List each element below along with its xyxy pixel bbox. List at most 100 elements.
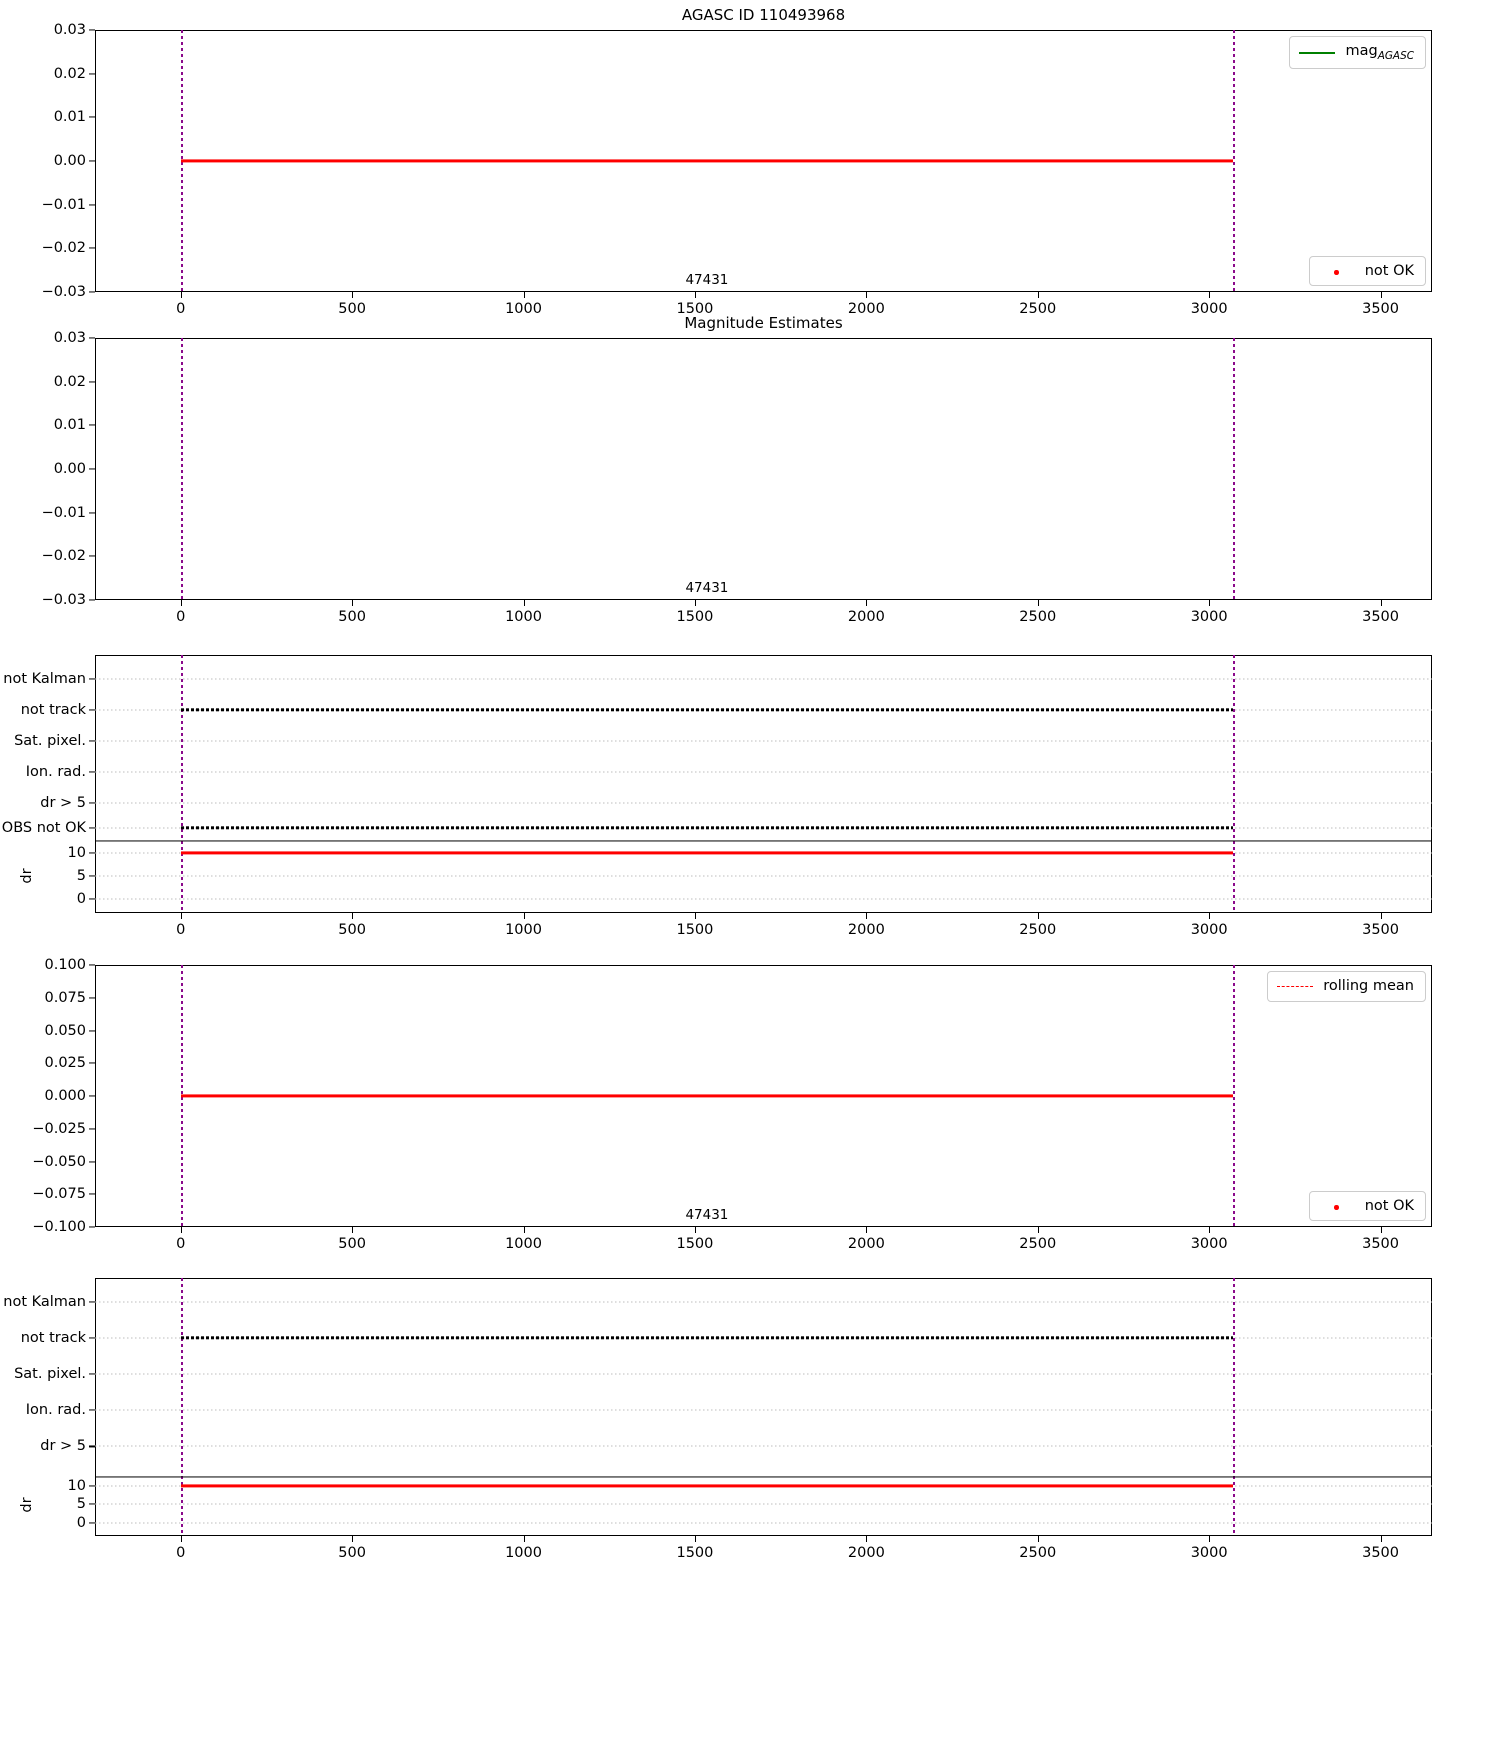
x-tick-mark: [866, 1227, 868, 1233]
y-tick-mark: [89, 1095, 95, 1097]
y-tick-mark: [89, 1029, 95, 1032]
y-tick-mark: [89, 964, 95, 966]
x-tick-mark: [352, 1227, 354, 1233]
panel1-x-tick-label: 3500: [1362, 301, 1400, 317]
gridline: [95, 1445, 1432, 1447]
x-tick-mark: [523, 600, 525, 606]
x-tick-mark: [180, 1227, 182, 1233]
x-tick-mark: [352, 913, 354, 919]
gridline: [95, 1503, 1432, 1505]
legend-dot-swatch: [1319, 264, 1355, 279]
x-tick-mark: [180, 913, 182, 919]
p3-dr-y-tick-label: 0: [76, 890, 86, 907]
p5-dr-y-tick-label: 0: [76, 1514, 86, 1531]
y-tick-mark: [89, 599, 95, 601]
gridline: [95, 1301, 1432, 1303]
panel4-y-tick-label: −0.075: [32, 1186, 86, 1203]
p5-x-tick-label: 0: [176, 1545, 186, 1561]
panel4-x-tick-label: 1000: [505, 1236, 542, 1252]
obs-boundary-line: [180, 1278, 184, 1536]
x-tick-mark: [523, 1536, 525, 1542]
p3-y-tick-label: not track: [20, 701, 86, 718]
gridline: [95, 898, 1432, 900]
panel2-y-tick-label: −0.03: [41, 592, 86, 608]
panel2-x-tick-label: 2500: [1019, 609, 1057, 625]
legend-not-ok[interactable]: not OK: [1308, 1190, 1426, 1221]
panel4-y-tick-label: 0.100: [44, 957, 86, 973]
y-tick-mark: [89, 852, 95, 854]
legend-rolling-mean[interactable]: rolling mean: [1267, 971, 1426, 1002]
panel1-x-tick-label: 3000: [1190, 301, 1228, 317]
obs-boundary-line: [180, 338, 184, 600]
legend-not-ok[interactable]: not OK: [1308, 255, 1426, 286]
p5-x-tick-label: 3500: [1362, 1545, 1400, 1561]
y-tick-mark: [89, 875, 95, 877]
gridline: [95, 740, 1432, 742]
panel2-y-tick-label: 0.02: [53, 373, 86, 390]
y-tick-mark: [89, 898, 95, 900]
panel-mag-agasc: AGASC ID 110493968 0.03 0.02 0.01 0.00 −0.01…: [42, 6, 1432, 317]
y-tick-mark: [89, 424, 95, 426]
panel-rolling-mean: 0.100 0.075 0.050 0.025 0.000 −0.025 −0.050 −0.…: [32, 957, 1432, 1252]
axes-frame: [95, 655, 1432, 913]
panel2-x-tick-label: 0: [176, 609, 186, 625]
axes-frame: [95, 1278, 1432, 1536]
p3-y-tick-label: Sat. pixel.: [14, 732, 86, 749]
panel4-x-tick-label: 0: [176, 1236, 186, 1252]
obs-boundary-line: [1233, 338, 1236, 600]
p3-dr-y-tick-label: 5: [76, 867, 86, 884]
panel2-y-tick-label: 0.00: [53, 461, 86, 477]
panel1-x-tick-label: 1500: [676, 301, 714, 317]
legend-label: not OK: [1364, 1197, 1414, 1214]
y-tick-mark: [89, 1160, 95, 1163]
x-tick-mark: [694, 1536, 697, 1542]
panel2-x-tick-label: 2000: [847, 609, 885, 625]
panel4-y-tick-label: 0.000: [44, 1088, 86, 1104]
panel4-y-tick-label: −0.100: [32, 1219, 86, 1235]
legend-line-swatch: [1299, 51, 1336, 54]
x-tick-mark: [694, 600, 697, 606]
gridline: [95, 1522, 1432, 1524]
panel2-x-tick-label: 500: [338, 609, 366, 625]
panel4-x-tick-label: 2000: [847, 1236, 885, 1252]
x-tick-mark: [523, 1227, 525, 1233]
x-tick-mark: [1380, 292, 1382, 298]
x-tick-mark: [352, 600, 354, 606]
p3-x-tick-label: 0: [176, 922, 186, 938]
p3-x-tick-label: 2500: [1019, 922, 1057, 938]
obs-boundary-line: [1233, 1278, 1236, 1536]
dr-axis-label: dr: [19, 868, 35, 884]
x-tick-mark: [694, 292, 697, 298]
p3-dr-y-tick-label: 10: [67, 845, 86, 862]
obsid-annotation: 47431: [685, 1207, 729, 1224]
x-tick-mark: [1380, 600, 1382, 606]
x-tick-mark: [1209, 292, 1211, 298]
gridline: [95, 875, 1432, 877]
x-tick-mark: [1380, 1536, 1382, 1542]
legend-dashed-line-swatch: [1277, 985, 1314, 987]
p3-x-tick-label: 2000: [847, 922, 885, 938]
y-tick-mark: [89, 771, 95, 773]
p3-y-tick-label: dr > 5: [40, 794, 86, 811]
p5-y-tick-label: not Kalman: [3, 1293, 86, 1310]
p3-x-tick-label: 1500: [676, 922, 714, 938]
p5-x-tick-label: 1000: [505, 1545, 542, 1561]
y-tick-mark: [89, 827, 95, 829]
x-tick-mark: [180, 292, 182, 298]
y-tick-mark: [89, 512, 95, 514]
y-tick-mark: [89, 160, 95, 162]
gridline: [95, 802, 1432, 804]
x-tick-mark: [180, 1536, 182, 1542]
obsid-annotation: 47431: [685, 580, 729, 597]
obs-boundary-line: [1233, 965, 1236, 1227]
x-tick-mark: [694, 913, 697, 919]
p3-y-tick-label: not Kalman: [3, 670, 86, 687]
p3-x-tick-label: 3500: [1362, 922, 1400, 938]
legend-mag-agasc[interactable]: magAGASC: [1289, 36, 1426, 70]
panel1-x-tick-label: 1000: [505, 301, 542, 317]
panel2-y-tick-label: 0.03: [53, 330, 86, 346]
y-tick-mark: [89, 1445, 95, 1448]
y-tick-mark: [89, 1193, 95, 1195]
page-title: AGASC ID 110493968: [681, 6, 846, 24]
x-tick-mark: [1209, 1536, 1211, 1542]
